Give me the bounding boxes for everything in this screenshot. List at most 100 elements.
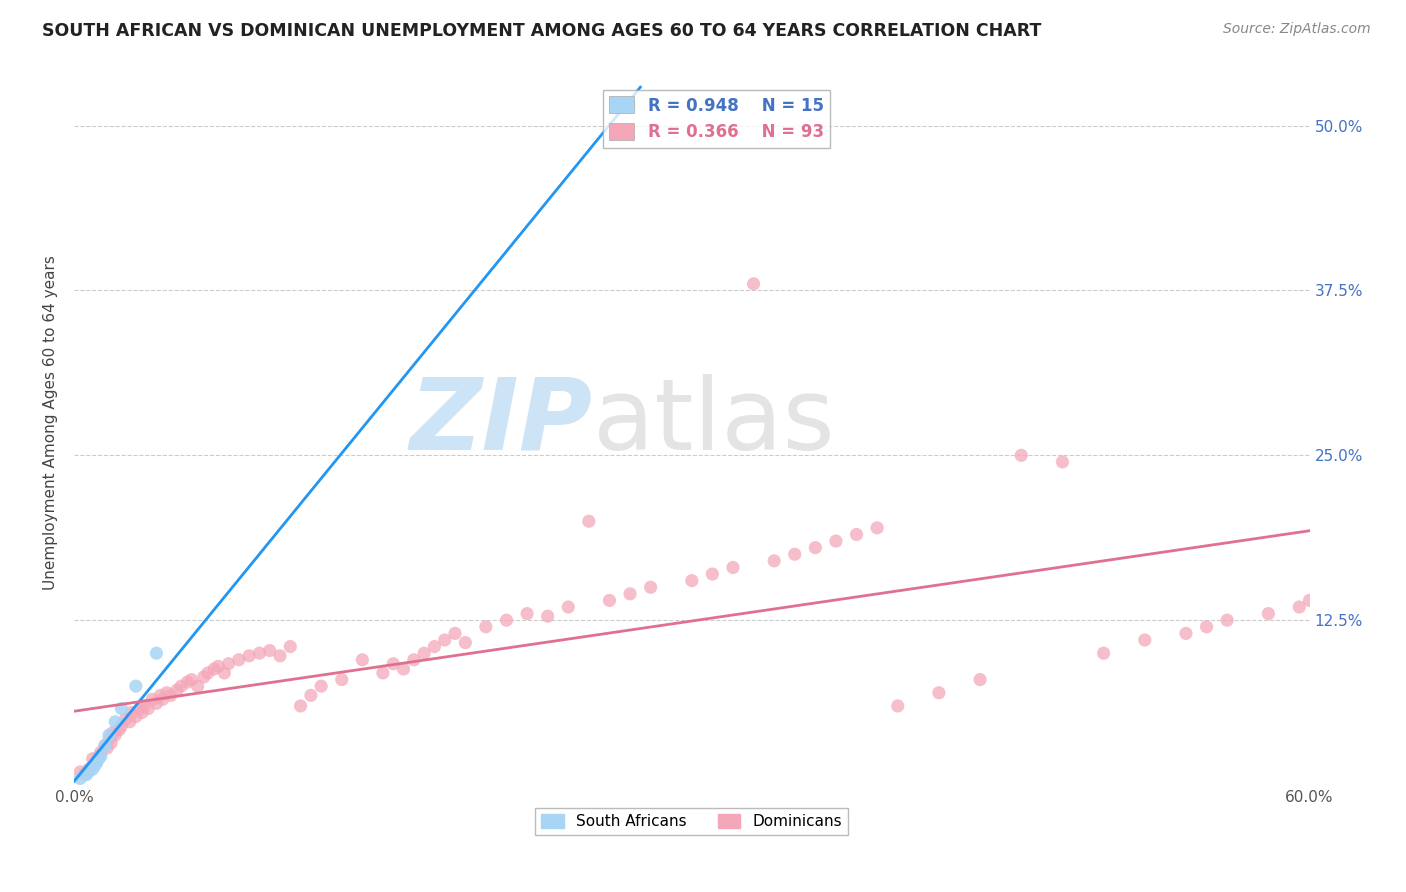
Point: [247, 646, 270, 660]
Point: [886, 698, 908, 713]
Point: [702, 567, 724, 582]
Point: [1175, 626, 1198, 640]
Point: [299, 689, 322, 703]
Point: [98, 731, 121, 746]
Point: [218, 657, 240, 671]
Point: [145, 696, 167, 710]
Point: [1216, 613, 1239, 627]
Point: [1257, 607, 1279, 621]
Point: [1195, 620, 1218, 634]
Point: [640, 580, 662, 594]
Point: [278, 640, 301, 654]
Point: [94, 739, 117, 753]
Point: [83, 758, 105, 772]
Point: [86, 755, 108, 769]
Point: [1092, 646, 1115, 660]
Point: [125, 709, 148, 723]
Point: [228, 653, 250, 667]
Point: [114, 712, 136, 726]
Point: [96, 741, 118, 756]
Point: [413, 646, 436, 660]
Point: [214, 665, 236, 680]
Point: [197, 665, 219, 680]
Point: [804, 541, 827, 555]
Point: [87, 749, 110, 764]
Point: [131, 706, 153, 720]
Point: [73, 767, 96, 781]
Point: [104, 714, 127, 729]
Point: [382, 657, 405, 671]
Point: [352, 653, 374, 667]
Point: [454, 635, 477, 649]
Text: ZIP: ZIP: [411, 374, 593, 471]
Point: [83, 758, 105, 772]
Point: [259, 643, 281, 657]
Point: [619, 587, 641, 601]
Point: [207, 659, 229, 673]
Point: [149, 689, 172, 703]
Point: [118, 714, 141, 729]
Point: [103, 725, 125, 739]
Point: [721, 560, 744, 574]
Point: [176, 675, 198, 690]
Point: [129, 701, 152, 715]
Point: [82, 762, 104, 776]
Point: [825, 534, 848, 549]
Point: [90, 749, 112, 764]
Point: [98, 728, 121, 742]
Point: [1052, 455, 1074, 469]
Point: [141, 692, 163, 706]
Point: [180, 673, 202, 687]
Point: [132, 698, 155, 713]
Point: [290, 698, 312, 713]
Point: [516, 607, 538, 621]
Point: [557, 600, 579, 615]
Y-axis label: Unemployment Among Ages 60 to 64 years: Unemployment Among Ages 60 to 64 years: [44, 255, 58, 590]
Point: [537, 609, 560, 624]
Point: [238, 648, 260, 663]
Point: [1133, 632, 1156, 647]
Point: [77, 764, 100, 779]
Point: [742, 277, 765, 291]
Point: [371, 665, 394, 680]
Point: [402, 653, 425, 667]
Point: [269, 648, 291, 663]
Point: [783, 547, 806, 561]
Point: [69, 772, 91, 786]
Point: [75, 767, 97, 781]
Point: [86, 756, 108, 770]
Point: [156, 686, 179, 700]
Point: [681, 574, 703, 588]
Point: [160, 689, 183, 703]
Point: [495, 613, 517, 627]
Point: [69, 764, 91, 779]
Point: [845, 527, 868, 541]
Point: [121, 706, 143, 720]
Point: [866, 521, 889, 535]
Point: [475, 620, 498, 634]
Point: [187, 679, 209, 693]
Point: [763, 554, 786, 568]
Point: [166, 683, 188, 698]
Legend: South Africans, Dominicans: South Africans, Dominicans: [536, 808, 848, 836]
Point: [1010, 448, 1032, 462]
Point: [202, 662, 225, 676]
Point: [598, 593, 620, 607]
Point: [1298, 593, 1320, 607]
Text: SOUTH AFRICAN VS DOMINICAN UNEMPLOYMENT AMONG AGES 60 TO 64 YEARS CORRELATION CH: SOUTH AFRICAN VS DOMINICAN UNEMPLOYMENT …: [42, 22, 1042, 40]
Text: Source: ZipAtlas.com: Source: ZipAtlas.com: [1223, 22, 1371, 37]
Point: [110, 719, 132, 733]
Point: [170, 679, 193, 693]
Point: [444, 626, 467, 640]
Point: [392, 662, 415, 676]
Point: [90, 745, 112, 759]
Point: [152, 692, 174, 706]
Point: [145, 646, 167, 660]
Point: [108, 723, 131, 737]
Point: [928, 686, 950, 700]
Point: [309, 679, 332, 693]
Point: [94, 739, 117, 753]
Text: atlas: atlas: [593, 374, 835, 471]
Point: [136, 701, 159, 715]
Point: [433, 632, 456, 647]
